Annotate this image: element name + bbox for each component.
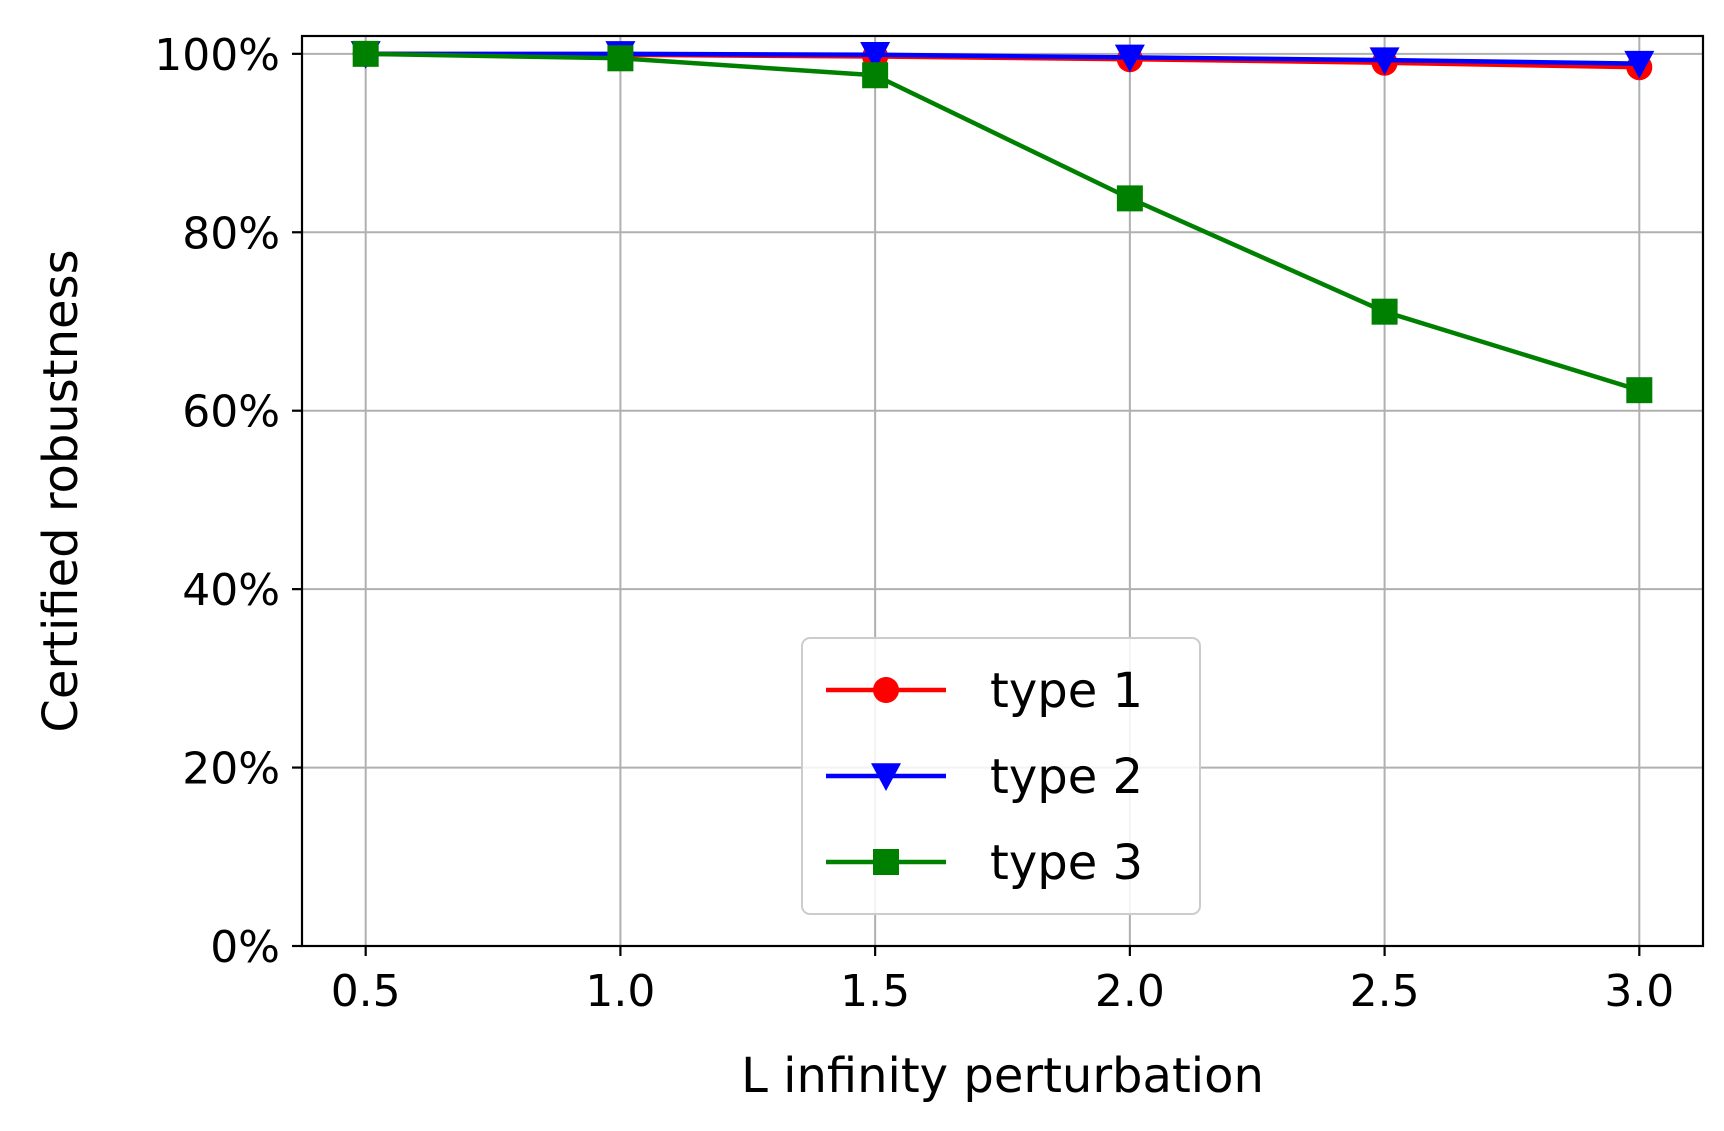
x-tick-label: 1.0 — [585, 966, 655, 1017]
legend-item: type 3 — [826, 835, 1143, 891]
data-point — [1369, 47, 1400, 76]
data-point — [860, 41, 891, 70]
legend-marker — [871, 763, 901, 791]
y-tick-label: 80% — [182, 208, 280, 259]
x-tick-label: 0.5 — [331, 966, 401, 1017]
legend-item: type 2 — [826, 749, 1143, 805]
legend-label: type 1 — [990, 663, 1143, 719]
x-tick-label: 2.5 — [1350, 966, 1420, 1017]
legend-marker — [873, 849, 899, 875]
legend-marker — [873, 677, 899, 703]
data-point — [607, 45, 634, 72]
y-tick-label: 100% — [154, 30, 280, 81]
y-tick-label: 0% — [210, 922, 280, 973]
y-axis-label: Certified robustness — [33, 249, 89, 732]
data-point — [1114, 44, 1145, 73]
data-point — [1624, 50, 1655, 79]
legend: type 1 type 2 type 3 — [801, 637, 1201, 915]
legend-box — [801, 637, 1201, 915]
y-tick-label: 20% — [182, 744, 280, 795]
plot-area-frame — [300, 34, 1705, 948]
series-3 — [352, 40, 1653, 404]
y-tick-label: 60% — [182, 387, 280, 438]
x-tick-label: 2.0 — [1095, 966, 1165, 1017]
x-tick-label: 3.0 — [1604, 966, 1674, 1017]
data-point — [1371, 298, 1398, 325]
data-point — [1116, 185, 1143, 212]
legend-item: type 1 — [826, 663, 1143, 719]
axis-ticks: 0.5 1.0 1.5 2.0 2.5 3.0 0% 20% 40% 60% 80% 100% — [154, 30, 1674, 1017]
y-tick-label: 40% — [182, 565, 280, 616]
x-axis-label: L infinity perturbation — [741, 1048, 1264, 1104]
legend-label: type 3 — [990, 835, 1143, 891]
series-line — [365, 51, 1640, 393]
data-point — [1626, 377, 1653, 404]
legend-label: type 2 — [990, 749, 1143, 805]
data-point — [862, 62, 889, 89]
data-point — [352, 40, 379, 67]
series-layer — [350, 40, 1655, 404]
series-line — [365, 51, 1640, 66]
x-tick-label: 1.5 — [840, 966, 910, 1017]
